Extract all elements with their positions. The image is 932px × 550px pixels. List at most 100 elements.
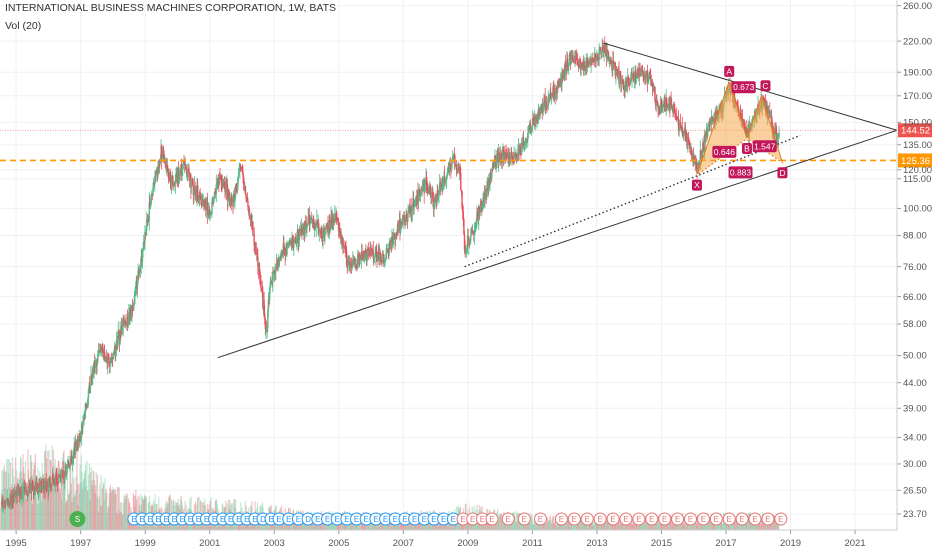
candle-body (496, 154, 498, 164)
volume-bar (38, 493, 40, 530)
pattern-point-label: X (694, 180, 700, 190)
event-marker-earnings_red[interactable] (533, 512, 547, 526)
candle-body (2, 504, 5, 508)
event-marker-earnings_red[interactable] (671, 512, 685, 526)
event-marker-earnings_red[interactable] (748, 512, 762, 526)
candle-body (746, 128, 748, 136)
candle-body (30, 488, 32, 493)
event-marker-earnings_red[interactable] (645, 512, 659, 526)
volume-bar (397, 521, 399, 530)
event-marker-earnings_red[interactable] (696, 512, 710, 526)
event-marker-earnings_red[interactable] (517, 512, 531, 526)
event-marker-label: E (220, 515, 225, 524)
volume-bar (56, 465, 58, 530)
volume-bar (654, 519, 656, 530)
volume-bar (542, 523, 544, 530)
candle-body (524, 143, 527, 145)
candle-body (200, 196, 202, 200)
event-marker-earnings_red[interactable] (683, 512, 697, 526)
event-marker-earnings_red[interactable] (567, 512, 581, 526)
event-marker-earnings_red[interactable] (593, 512, 607, 526)
event-marker-earnings_red[interactable] (709, 512, 723, 526)
pattern-point-badge (691, 179, 702, 191)
event-marker-earnings_red[interactable] (485, 512, 499, 526)
candle-body (491, 169, 493, 179)
event-marker-split[interactable] (69, 511, 86, 527)
volume-bar (121, 502, 123, 530)
candle-body (580, 63, 582, 70)
volume-bar (581, 518, 583, 530)
volume-bar (86, 490, 89, 530)
event-marker-earnings_red[interactable] (774, 512, 788, 526)
volume-bar (588, 523, 590, 530)
pattern-ratio-label: 0.883 (730, 167, 752, 177)
candle-body (162, 151, 165, 158)
y-axis-tick-label: 260.00 (903, 1, 932, 12)
event-marker-earnings_red[interactable] (580, 512, 594, 526)
candle-body (466, 246, 468, 250)
event-marker-earnings_red[interactable] (722, 512, 736, 526)
volume-bar (137, 496, 139, 530)
candle-body (659, 102, 662, 114)
event-marker-earnings_red[interactable] (632, 512, 646, 526)
volume-bar (93, 480, 95, 530)
candle-body (698, 163, 700, 165)
candle-body (606, 50, 608, 59)
volume-bar (122, 513, 124, 530)
volume-bar (118, 487, 120, 530)
candle-body (469, 241, 471, 245)
candle-body (447, 168, 449, 174)
candle-body (278, 257, 281, 263)
candle-body (448, 163, 451, 172)
candle-body (246, 197, 249, 202)
pattern-point-badge (777, 167, 788, 179)
candle-body (367, 247, 370, 253)
event-marker-earnings_red[interactable] (501, 512, 515, 526)
y-axis-tick-label: 135.00 (903, 140, 932, 151)
event-marker-earnings_red[interactable] (735, 512, 749, 526)
candle-body (275, 264, 278, 267)
candle-body (777, 136, 780, 138)
candle-body (741, 118, 743, 119)
candle-body (178, 176, 181, 178)
volume-bar (93, 471, 95, 530)
candle-body (287, 243, 289, 245)
candle-body (295, 242, 298, 244)
volume-bar (605, 520, 607, 530)
candle-body (425, 177, 428, 186)
volume-bar (516, 512, 519, 530)
event-marker-earnings_red[interactable] (554, 512, 568, 526)
pattern-point-badge (724, 65, 735, 77)
volume-bar (89, 499, 91, 530)
candle-body (242, 176, 245, 185)
volume-bar (67, 494, 69, 530)
volume-bar (126, 493, 128, 530)
candle-body (241, 168, 244, 172)
volume-bar (428, 522, 431, 530)
volume-bar (99, 484, 101, 530)
event-marker-earnings_red[interactable] (761, 512, 775, 526)
candle-body (146, 219, 148, 230)
volume-bar (122, 502, 125, 530)
volume-bar (604, 519, 606, 530)
volume-indicator-label[interactable]: Vol (20) (5, 20, 42, 32)
volume-bar (31, 504, 33, 530)
event-marker-earnings_red[interactable] (619, 512, 633, 526)
event-marker-earnings_red[interactable] (606, 512, 620, 526)
candle-body (374, 254, 376, 258)
candle-body (149, 204, 152, 208)
candle-body (667, 103, 670, 107)
volume-bar (322, 518, 324, 530)
event-marker-label: E (228, 515, 233, 524)
y-axis-tick-label: 120.00 (903, 165, 932, 176)
candle-body (462, 211, 464, 219)
volume-bar (601, 521, 604, 530)
candle-body (527, 129, 530, 134)
candle-body (345, 250, 348, 265)
volume-bar (497, 520, 499, 530)
event-marker-earnings_red[interactable] (658, 512, 672, 526)
pattern-ratio-label: 0.646 (714, 147, 736, 157)
